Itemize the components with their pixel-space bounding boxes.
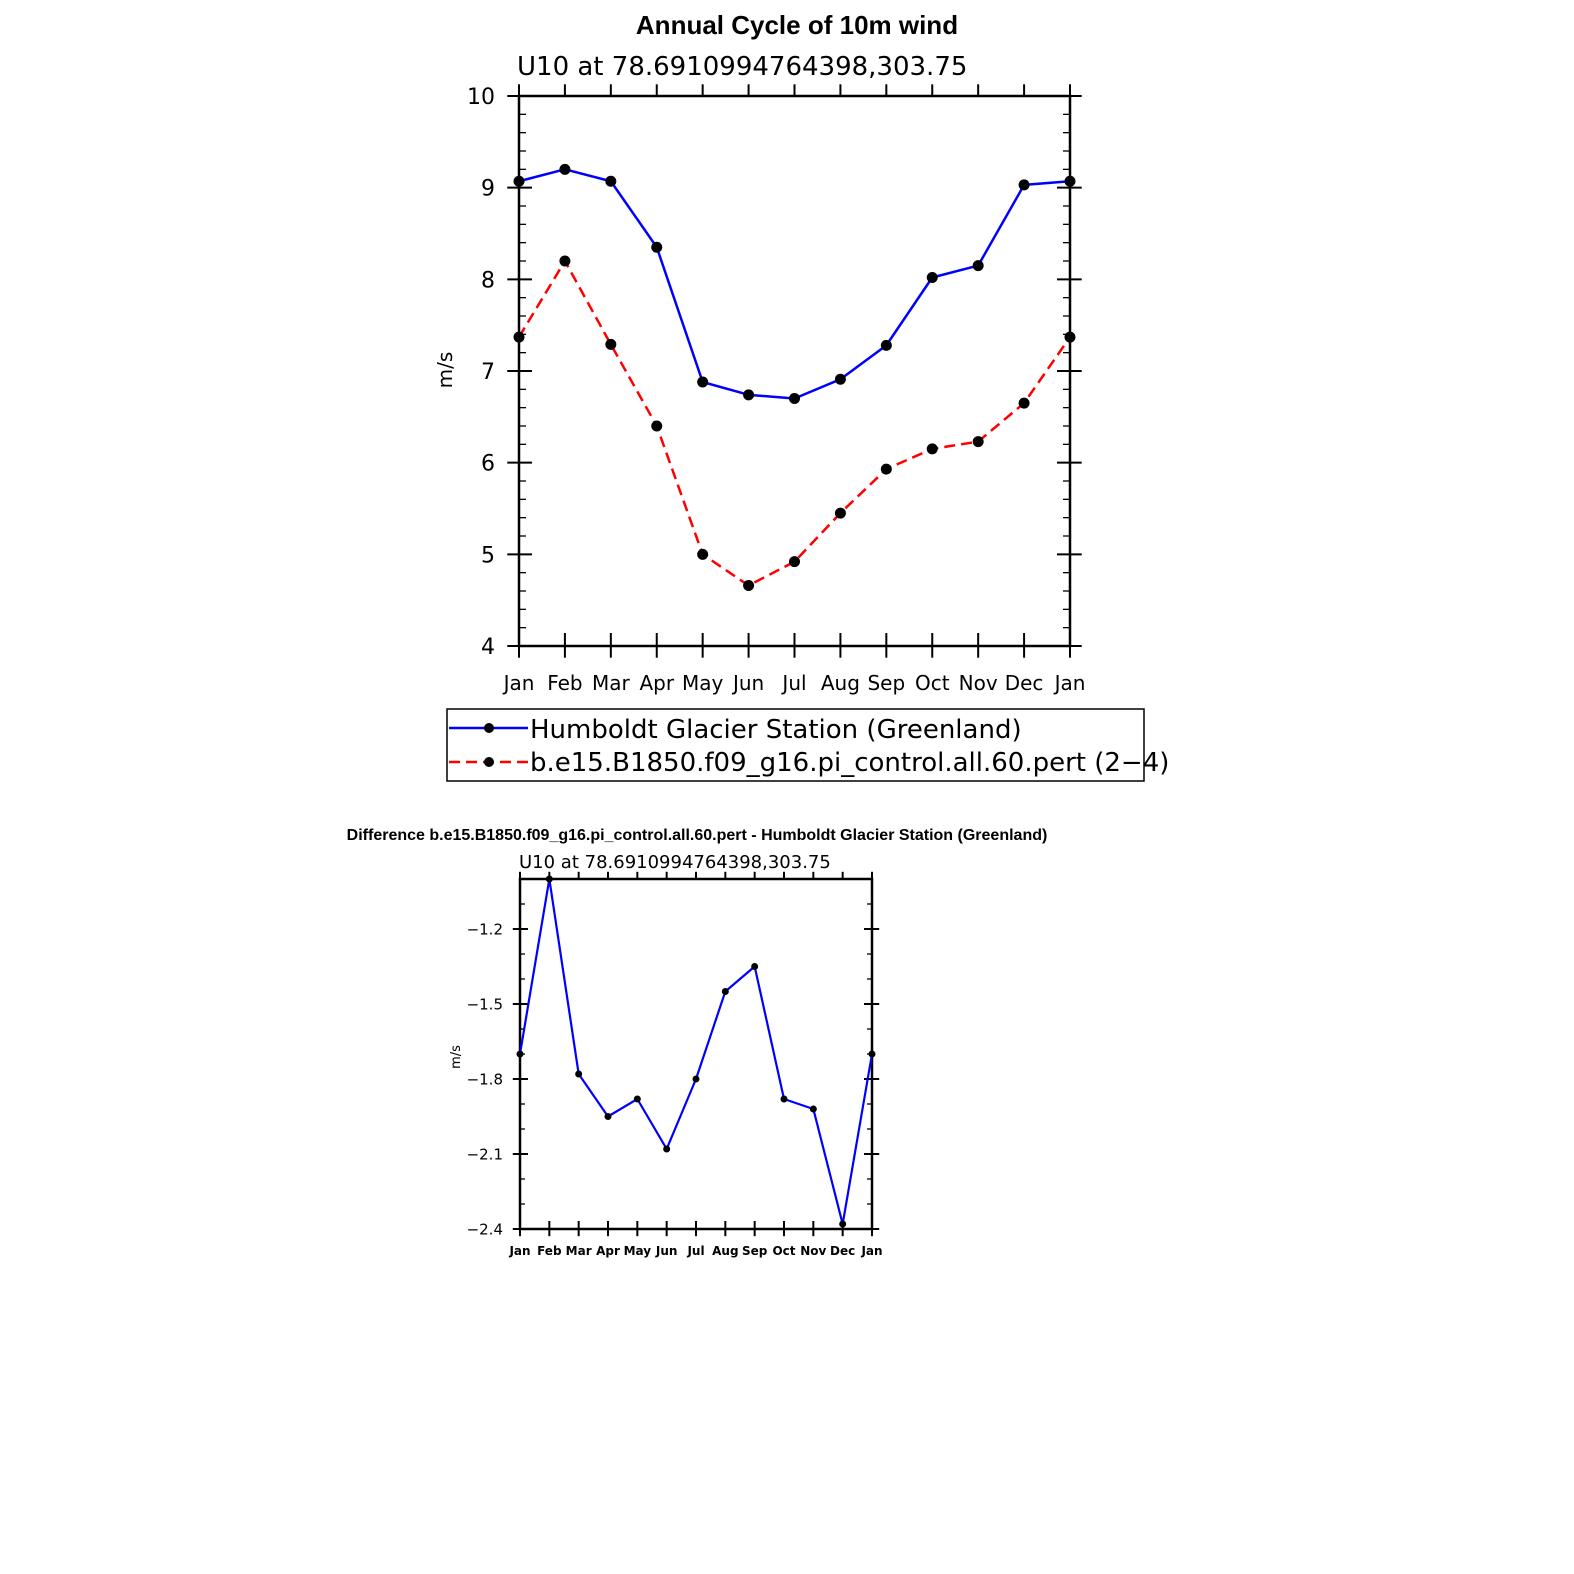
legend-marker-series-1: [484, 723, 494, 733]
chart2-series-1-point: [839, 1220, 847, 1228]
chart1-x-tick-label: Aug: [821, 671, 860, 695]
chart1-series-1-point: [972, 260, 984, 272]
chart2-series-1-point: [633, 1095, 641, 1103]
chart2-plot-area: Jan Feb Mar Apr May Jun Jul Aug Sep Oct Nov Dec Jan−…: [467, 871, 883, 1258]
chart1-y-tick-label: 9: [481, 177, 495, 202]
chart2-series-1-point: [692, 1075, 700, 1083]
chart2-series-1-point: [545, 875, 553, 883]
chart2-ylabel: m/s: [449, 1045, 464, 1069]
chart1-x-tick-label: Apr: [639, 671, 674, 695]
chart1-x-tick-label: Dec: [1005, 671, 1044, 695]
chart2-y-tick-label: −2.4: [467, 1220, 503, 1238]
chart1-series-2-point: [789, 556, 800, 568]
chart1-series-1-point: [697, 376, 709, 388]
chart2-x-tick-label: Jul: [686, 1244, 704, 1258]
chart2-x-tick-label: Dec: [830, 1244, 855, 1258]
chart2-series-1-point: [575, 1070, 583, 1078]
chart2-series-1-point: [868, 1050, 876, 1058]
chart1-series-2-point: [972, 436, 984, 448]
legend-item-series-2: b.e15.B1850.f09_g16.pi_control.all.60.pe…: [449, 748, 1169, 778]
legend-label-series-2: b.e15.B1850.f09_g16.pi_control.all.60.pe…: [530, 748, 1169, 778]
chart1-y-tick-label: 8: [481, 268, 495, 293]
chart1-series-2-point: [651, 420, 663, 432]
chart2-series-1-point: [516, 1050, 524, 1058]
chart1-title: Annual Cycle of 10m wind: [636, 10, 958, 40]
chart1-series-2-point: [697, 548, 709, 560]
chart2-x-tick-label: Feb: [537, 1244, 562, 1258]
chart1-x-tick-label: May: [682, 671, 724, 695]
chart1-x-tick-label: Nov: [959, 671, 998, 695]
chart2-x-tick-label: Apr: [596, 1244, 620, 1258]
chart2-frame: [518, 877, 874, 1231]
chart2-x-tick-label: Oct: [772, 1244, 795, 1258]
chart2-series-line-1: [518, 877, 874, 1226]
chart2-series-1-point: [751, 963, 759, 970]
chart1-legend: Humboldt Glacier Station (Greenland) b.e…: [446, 708, 1169, 782]
chart2-y-tick-label: −1.2: [467, 920, 503, 938]
legend-item-series-1: Humboldt Glacier Station (Greenland): [449, 715, 1022, 745]
chart1-subtitle: U10 at 78.6910994764398,303.75: [517, 52, 967, 82]
legend-box: [446, 708, 1145, 782]
chart2-series-1-point: [721, 988, 729, 995]
chart1-series-line-1: [518, 168, 1071, 400]
chart1-y-tick-label: 7: [481, 360, 495, 385]
chart1-series-2-point: [513, 331, 525, 343]
chart1-series-1-point: [834, 373, 846, 385]
chart1-x-tick-label: Jun: [731, 671, 764, 695]
chart1-x-tick-label: Oct: [915, 671, 950, 695]
chart1-series-1-point: [605, 175, 617, 187]
chart1-series-1-point: [926, 272, 938, 283]
chart1-series-2-point: [834, 507, 846, 519]
chart1-series-2-point: [743, 580, 755, 591]
chart1-series-line-2: [517, 259, 1072, 587]
chart1-y-tick-label: 5: [481, 543, 495, 568]
chart1-x-tick-label: Jul: [780, 671, 806, 695]
chart1-series-2-point: [1064, 331, 1076, 343]
chart2-y-tick-label: −2.1: [467, 1145, 503, 1163]
chart2-x-tick-label: Sep: [742, 1244, 768, 1258]
chart2-series-1-point: [780, 1095, 788, 1103]
legend-label-series-1: Humboldt Glacier Station (Greenland): [530, 715, 1022, 745]
chart1-ylabel: m/s: [433, 352, 457, 389]
chart1-plot-area: Jan Feb Mar Apr May Jun Jul Aug Sep Oct Nov Dec Jan 1…: [467, 84, 1085, 695]
chart2-x-tick-label: May: [624, 1244, 652, 1258]
legend-marker-series-2: [484, 757, 494, 767]
chart2-x-tick-label: Jun: [655, 1244, 678, 1258]
chart1-series-2-point: [559, 255, 571, 267]
chart2-x-tick-label: Mar: [566, 1244, 592, 1258]
chart1-x-tick-label: Jan: [1053, 671, 1086, 695]
chart2-series-1-point: [604, 1113, 612, 1120]
chart1-series-1-point: [513, 175, 525, 187]
chart1-series-2-point: [880, 463, 892, 475]
chart1-series-1-point: [789, 393, 800, 404]
chart1-series-1-point: [1064, 175, 1076, 187]
chart2-series-1-point: [809, 1105, 817, 1113]
chart1-series-1-point: [651, 241, 663, 253]
chart1-y-tick-label: 4: [481, 635, 495, 660]
chart2-subtitle: U10 at 78.6910994764398,303.75: [519, 852, 831, 873]
chart2-y-tick-label: −1.8: [467, 1070, 503, 1088]
chart1-y-tick-label: 6: [481, 452, 495, 477]
chart1-x-tick-label: Mar: [592, 671, 631, 695]
chart1-x-tick-label: Jan: [502, 671, 535, 695]
chart1-series-2-point: [605, 338, 617, 350]
chart1-series-2-point: [926, 443, 938, 455]
chart1-series-1-point: [1018, 179, 1030, 191]
chart1-series-1-point: [559, 163, 571, 175]
chart1-x-tick-label: Feb: [547, 671, 582, 695]
chart2-x-tick-label: Nov: [800, 1244, 826, 1258]
chart2-x-tick-label: Jan: [508, 1244, 530, 1258]
chart1-y-tick-label: 10: [467, 85, 495, 110]
chart2-series-1-point: [663, 1145, 671, 1153]
chart1-series-1-point: [880, 339, 892, 351]
chart1-series-2-point: [1018, 397, 1030, 409]
chart2-title: Difference b.e15.B1850.f09_g16.pi_contro…: [347, 827, 1048, 844]
chart1-x-tick-label: Sep: [867, 671, 905, 695]
chart2-x-tick-label: Aug: [712, 1244, 738, 1258]
chart2-x-tick-label: Jan: [860, 1244, 882, 1258]
chart2-y-tick-label: −1.5: [467, 995, 503, 1013]
chart1-series-1-point: [743, 389, 755, 401]
